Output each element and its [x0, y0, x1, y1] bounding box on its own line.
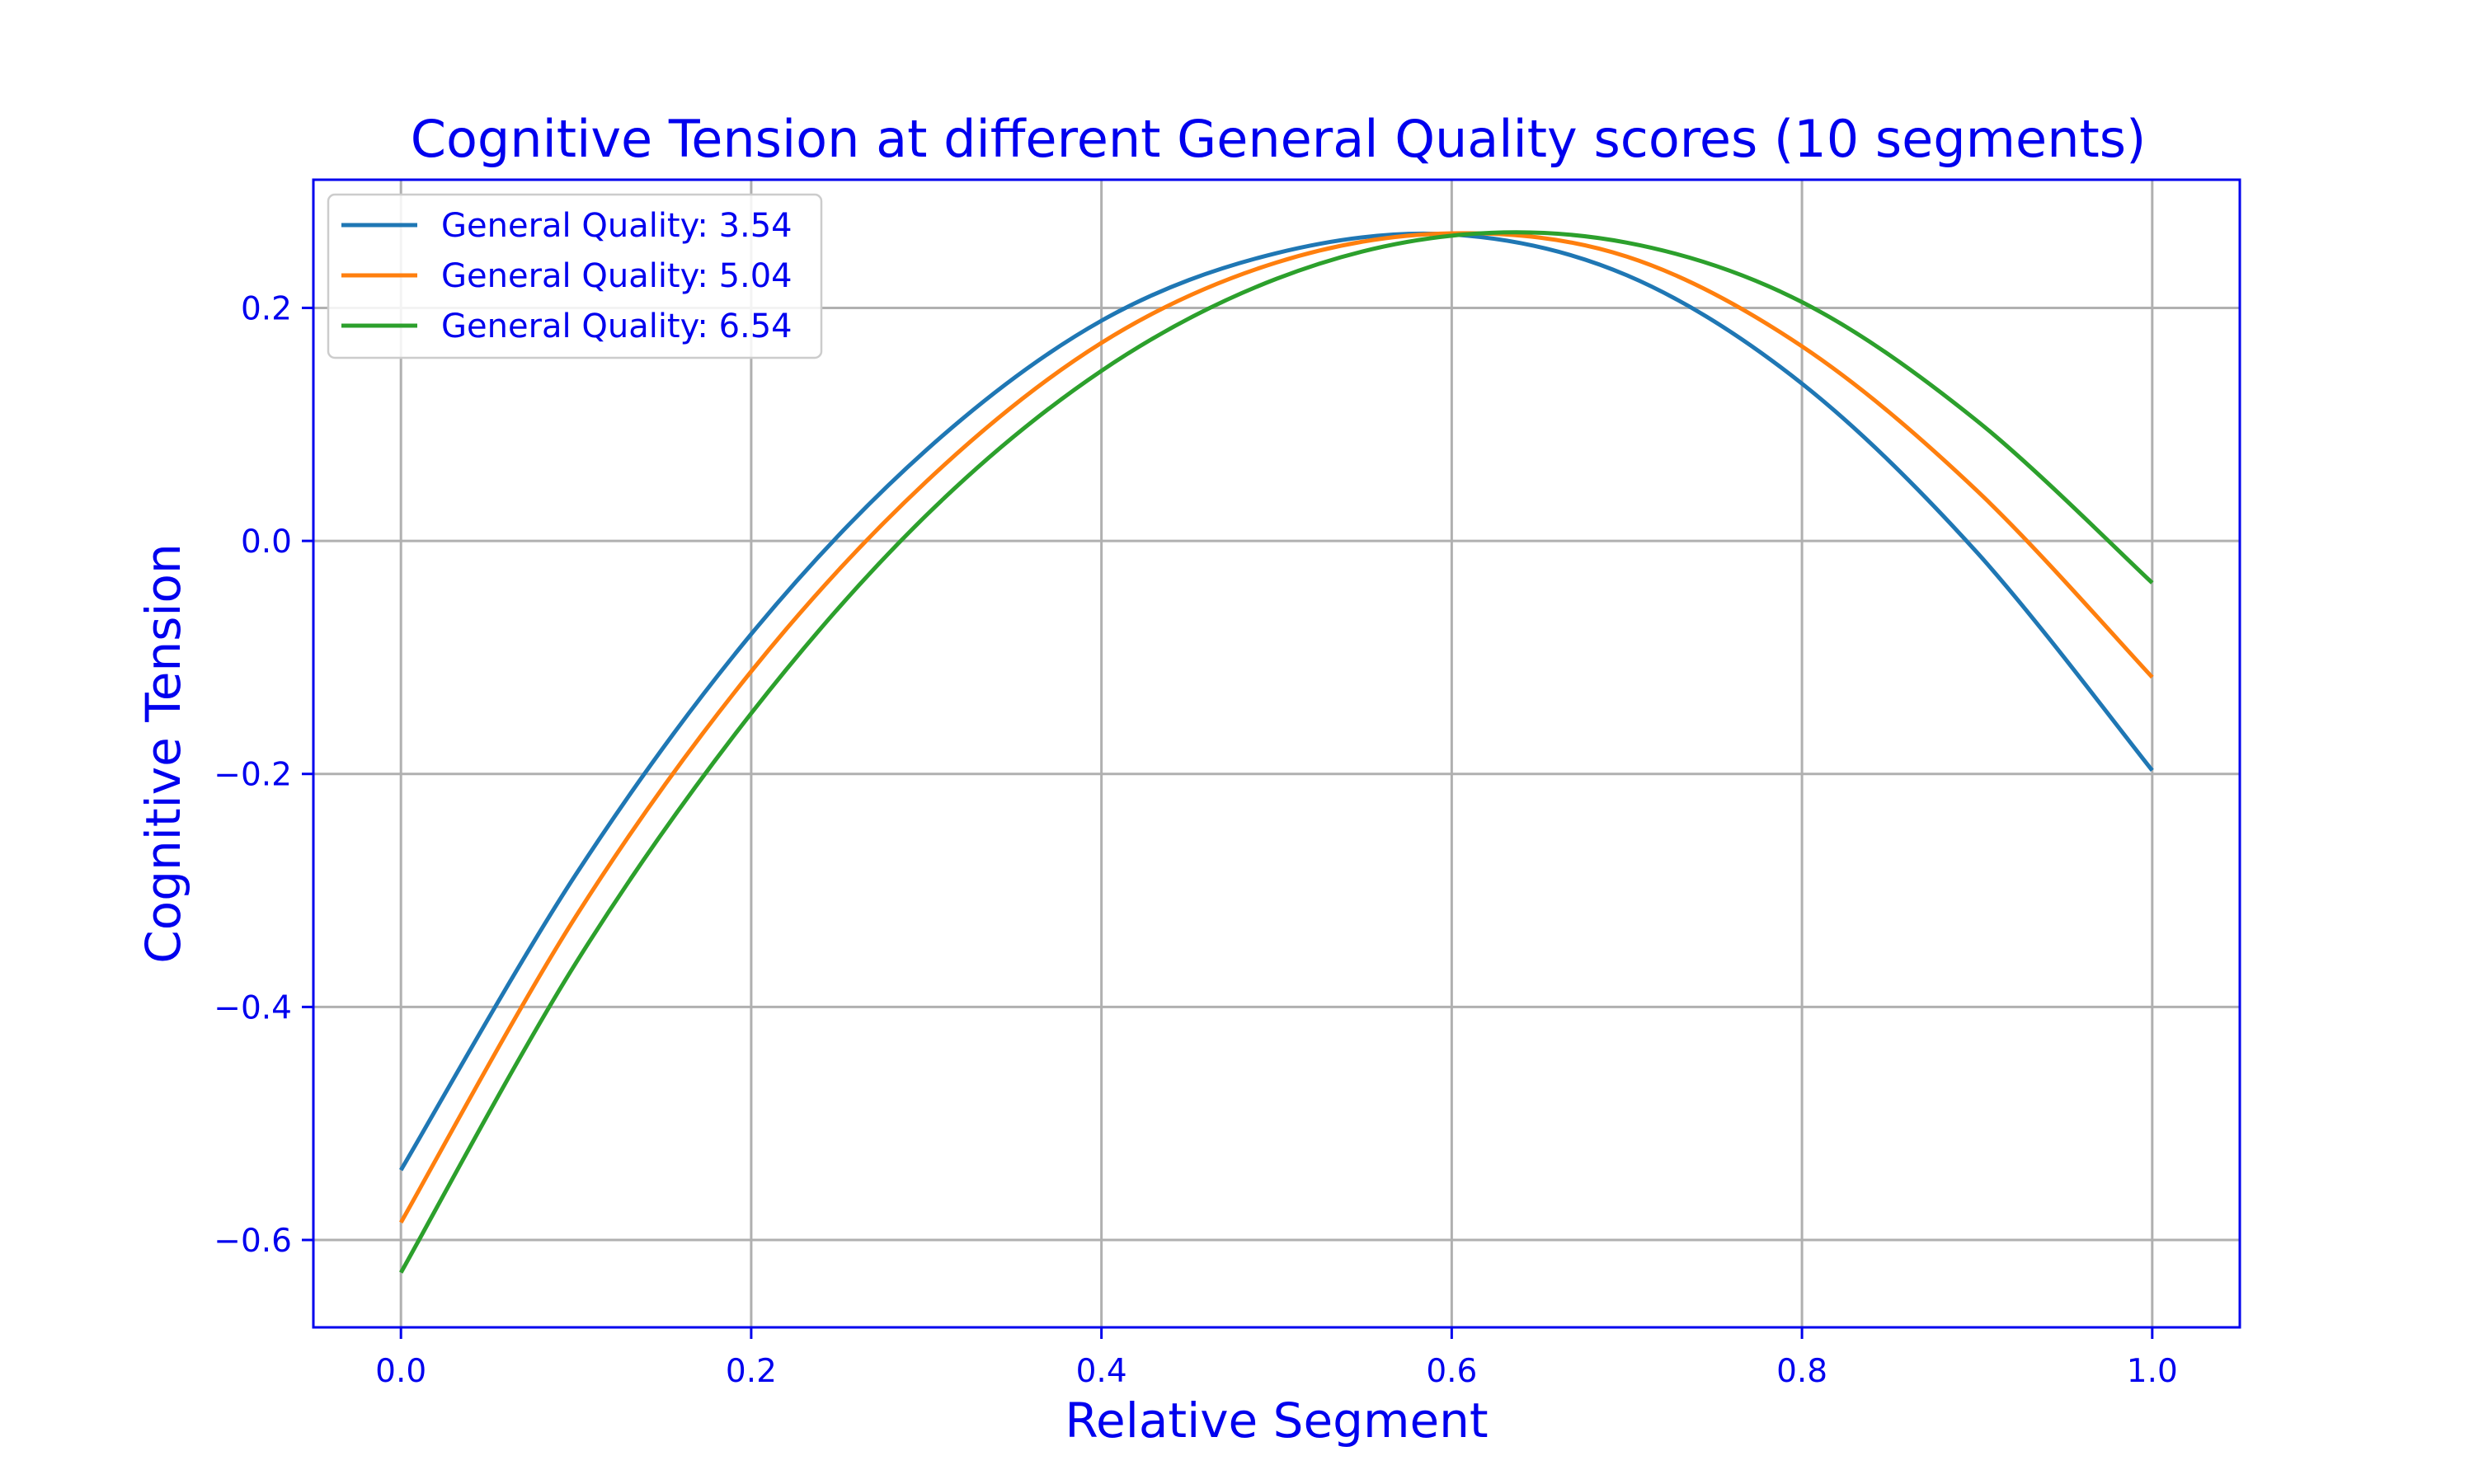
- series-line-2: [399, 231, 2154, 1224]
- y-tick-label: −0.6: [214, 1223, 292, 1260]
- axis-ticks: 0.0 0.2 0.4 0.6 0.8 1.0 −0.6 −0.4 −0.2 0.0 0.2: [214, 290, 2178, 1390]
- y-tick-label: −0.4: [214, 989, 292, 1026]
- series-line-1: [399, 231, 2154, 1172]
- y-tick-label: 0.0: [241, 524, 292, 561]
- y-tick-label: −0.2: [214, 757, 292, 794]
- y-tick-label: 0.2: [241, 290, 292, 327]
- x-tick-label: 0.6: [1426, 1353, 1477, 1390]
- series-lines: [399, 230, 2154, 1274]
- x-tick-label: 0.0: [375, 1353, 426, 1390]
- x-tick-label: 1.0: [2127, 1353, 2178, 1390]
- x-axis-label: Relative Segment: [1065, 1392, 1488, 1449]
- series-line-3: [399, 230, 2154, 1274]
- legend: General Quality: 3.54 General Quality: 5.…: [327, 193, 823, 359]
- legend-entries: General Quality: 3.54 General Quality: 5.…: [341, 207, 793, 345]
- x-tick-label: 0.2: [726, 1353, 777, 1390]
- legend-label-2: General Quality: 5.04: [441, 257, 793, 295]
- legend-label-1: General Quality: 3.54: [441, 207, 793, 245]
- plot-frame: [312, 178, 2241, 1329]
- y-axis-label: Cognitive Tension: [135, 543, 191, 964]
- x-tick-label: 0.4: [1076, 1353, 1127, 1390]
- legend-label-3: General Quality: 6.54: [441, 308, 793, 345]
- legend-box: [327, 193, 823, 359]
- chart-title: Cognitive Tension at different General Q…: [411, 109, 2147, 169]
- x-tick-label: 0.8: [1776, 1353, 1827, 1390]
